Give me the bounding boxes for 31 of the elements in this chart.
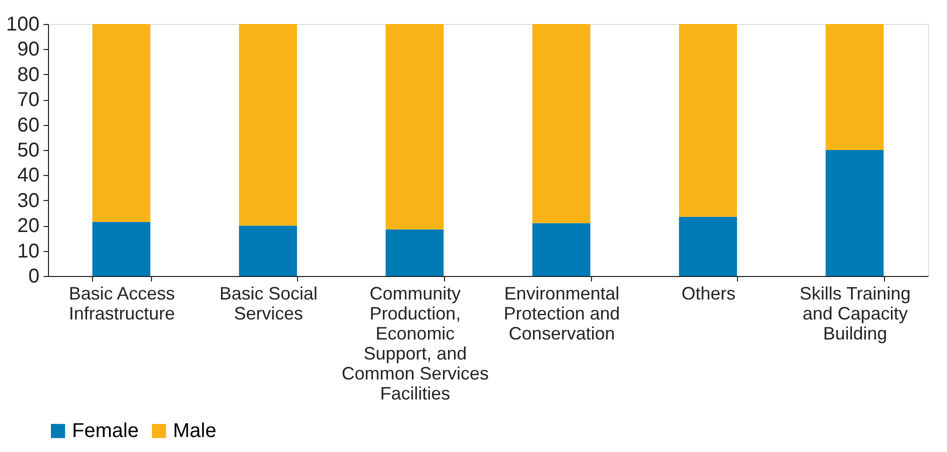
bar: [92, 222, 150, 276]
bar: [679, 24, 737, 217]
x-tick-label: Community Production, Economic Support, and Common Services Facilities: [342, 284, 489, 404]
x-tick-label: Skills Training and Capacity Building: [800, 284, 911, 344]
y-tick-label: 10: [17, 240, 40, 262]
y-tick-label: 40: [17, 164, 40, 187]
y-tick-label: 80: [17, 64, 40, 86]
bar: [679, 216, 737, 276]
y-tick-label: 60: [17, 114, 40, 136]
x-tick-label: Environmental Protection and Conservation: [504, 284, 620, 344]
bar: [532, 24, 590, 224]
legend-label: Female: [72, 420, 139, 442]
y-tick-label: 70: [17, 89, 40, 112]
bar: [532, 223, 590, 276]
bar: [239, 226, 297, 276]
y-tick-label: 20: [17, 215, 40, 238]
y-tick-label: 50: [17, 140, 40, 162]
bar: [826, 150, 884, 276]
bar: [386, 229, 444, 276]
y-tick-label: 30: [17, 190, 40, 212]
bar: [92, 24, 150, 222]
x-tick-label: Others: [681, 284, 736, 304]
bar: [826, 24, 884, 150]
x-tick-label: Basic Access Infrastructure: [68, 284, 175, 324]
y-tick-label: 0: [28, 266, 40, 288]
y-tick-label: 100: [6, 14, 40, 36]
legend-label: Male: [173, 420, 216, 442]
x-tick-label: Basic Social Services: [219, 284, 318, 324]
bar: [386, 24, 444, 230]
bar: [239, 24, 297, 226]
y-tick-label: 90: [17, 38, 40, 61]
